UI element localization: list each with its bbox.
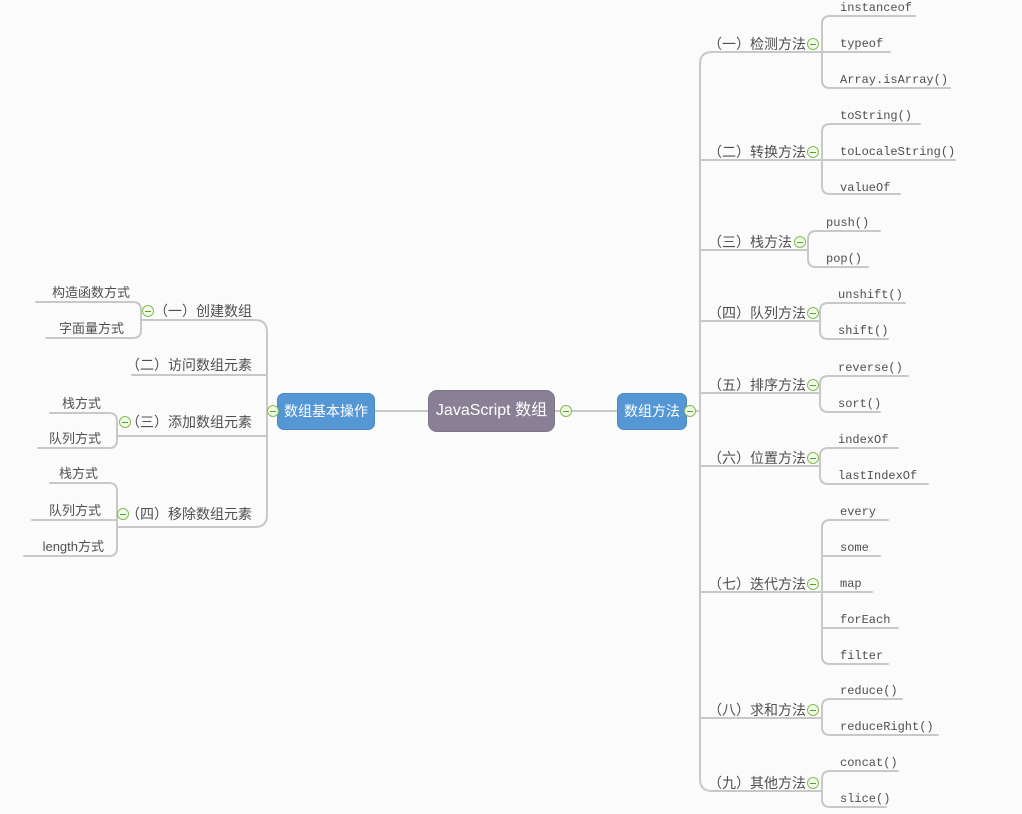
- leaf-every[interactable]: every: [840, 505, 877, 519]
- topic-queue-methods[interactable]: （四）队列方法: [708, 305, 806, 321]
- left-branch-connectors: [23, 301, 268, 557]
- collapse-icon-root-right[interactable]: [560, 405, 572, 417]
- topic-create-array[interactable]: （一）创建数组: [154, 303, 252, 319]
- leaf-some[interactable]: some: [840, 541, 869, 555]
- topic-stack-methods[interactable]: （三）栈方法: [708, 234, 792, 250]
- leaf-concat[interactable]: concat(): [840, 756, 898, 770]
- leaf-push[interactable]: push(): [826, 216, 870, 230]
- leaf-pop[interactable]: pop(): [826, 252, 863, 266]
- branch-array-basic-operations[interactable]: 数组基本操作: [277, 393, 375, 430]
- leaf-remove-queue-way[interactable]: 队列方式: [48, 503, 101, 518]
- leaf-literal-way[interactable]: 字面量方式: [58, 321, 124, 336]
- leaf-remove-stack-way[interactable]: 栈方式: [58, 466, 98, 481]
- topic-remove-elements[interactable]: （四）移除数组元素: [126, 506, 252, 522]
- leaf-foreach[interactable]: forEach: [840, 613, 891, 627]
- leaf-add-queue-way[interactable]: 队列方式: [48, 431, 101, 446]
- leaf-reverse[interactable]: reverse(): [838, 361, 903, 375]
- collapse-icon-position[interactable]: [807, 452, 819, 464]
- leaf-reduceright[interactable]: reduceRight(): [840, 720, 934, 734]
- topic-iteration-methods[interactable]: （七）迭代方法: [708, 576, 806, 592]
- topic-detection-methods[interactable]: （一）检测方法: [708, 36, 806, 52]
- leaf-reduce[interactable]: reduce(): [840, 684, 898, 698]
- topic-sort-methods[interactable]: （五）排序方法: [708, 377, 806, 393]
- branch-array-methods[interactable]: 数组方法: [617, 393, 687, 430]
- collapse-icon-stack[interactable]: [794, 236, 806, 248]
- leaf-array-isarray[interactable]: Array.isArray(): [840, 73, 949, 87]
- leaf-instanceof[interactable]: instanceof: [840, 1, 913, 15]
- topic-access-elements[interactable]: （二）访问数组元素: [126, 357, 252, 373]
- leaf-tostring[interactable]: toString(): [840, 109, 913, 123]
- topic-conversion-methods[interactable]: （二）转换方法: [708, 144, 806, 160]
- collapse-icon-sort[interactable]: [807, 379, 819, 391]
- leaf-lastindexof[interactable]: lastIndexOf: [838, 469, 918, 483]
- collapse-icon-conversion[interactable]: [807, 146, 819, 158]
- leaf-filter[interactable]: filter: [840, 649, 884, 663]
- collapse-icon-queue[interactable]: [807, 307, 819, 319]
- topic-add-elements[interactable]: （三）添加数组元素: [126, 414, 252, 430]
- root-topic[interactable]: JavaScript 数组: [428, 390, 555, 432]
- collapse-icon-iteration[interactable]: [807, 578, 819, 590]
- leaf-constructor-way[interactable]: 构造函数方式: [51, 285, 130, 300]
- leaf-sort[interactable]: sort(): [838, 397, 882, 411]
- collapse-icon-right-branch[interactable]: [684, 405, 696, 417]
- collapse-icon-add-elements[interactable]: [119, 416, 131, 428]
- leaf-tolocalestring[interactable]: toLocaleString(): [840, 145, 956, 159]
- leaf-valueof[interactable]: valueOf: [840, 181, 891, 195]
- collapse-icon-other[interactable]: [807, 777, 819, 789]
- leaf-indexof[interactable]: indexOf: [838, 433, 889, 447]
- collapse-icon-remove-elements[interactable]: [117, 508, 129, 520]
- leaf-length-way[interactable]: length方式: [42, 539, 104, 554]
- topic-other-methods[interactable]: （九）其他方法: [708, 775, 806, 791]
- leaf-unshift[interactable]: unshift(): [838, 288, 903, 302]
- right-branch-connectors: [699, 15, 956, 808]
- leaf-map[interactable]: map: [840, 577, 862, 591]
- leaf-typeof[interactable]: typeof: [840, 37, 884, 51]
- collapse-icon-detection[interactable]: [807, 38, 819, 50]
- topic-reduction-methods[interactable]: （八）求和方法: [708, 702, 806, 718]
- topic-position-methods[interactable]: （六）位置方法: [708, 450, 806, 466]
- collapse-icon-create-array[interactable]: [142, 305, 154, 317]
- leaf-slice[interactable]: slice(): [840, 792, 891, 806]
- collapse-icon-reduction[interactable]: [807, 704, 819, 716]
- leaf-add-stack-way[interactable]: 栈方式: [61, 396, 101, 411]
- leaf-shift[interactable]: shift(): [838, 324, 889, 338]
- collapse-icon-left-branch[interactable]: [267, 405, 279, 417]
